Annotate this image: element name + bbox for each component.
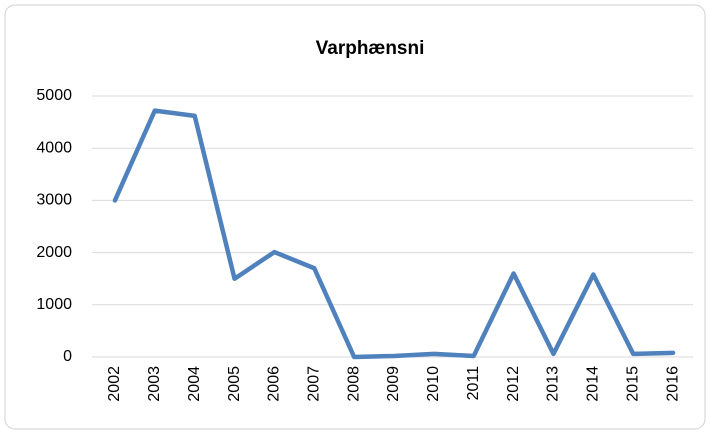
x-tick-label: 2016 xyxy=(664,366,681,402)
x-tick-label: 2009 xyxy=(385,366,402,402)
x-tick-label: 2012 xyxy=(505,366,522,402)
data-line xyxy=(112,108,676,360)
x-tick-label: 2005 xyxy=(226,366,243,402)
y-tick-label: 4000 xyxy=(36,139,72,156)
x-tick-label: 2010 xyxy=(425,366,442,402)
x-tick-label: 2004 xyxy=(186,366,203,402)
x-tick-label: 2014 xyxy=(585,366,602,402)
y-tick-label: 2000 xyxy=(36,244,72,261)
x-tick-label: 2008 xyxy=(345,366,362,402)
x-tick-label: 2003 xyxy=(146,366,163,402)
chart-border xyxy=(4,4,706,430)
y-tick-label: 1000 xyxy=(36,296,72,313)
x-tick-label: 2015 xyxy=(624,366,641,402)
y-tick-label: 3000 xyxy=(36,192,72,209)
x-tick-label: 2006 xyxy=(266,366,283,402)
y-tick-label: 5000 xyxy=(36,87,72,104)
x-tick-label: 2007 xyxy=(305,366,322,402)
x-tick-label: 2002 xyxy=(106,366,123,402)
y-tick-label: 0 xyxy=(63,348,72,365)
x-tick-label: 2011 xyxy=(465,366,482,401)
x-tick-label: 2013 xyxy=(545,366,562,402)
chart-title: Varphænsni xyxy=(316,38,425,59)
